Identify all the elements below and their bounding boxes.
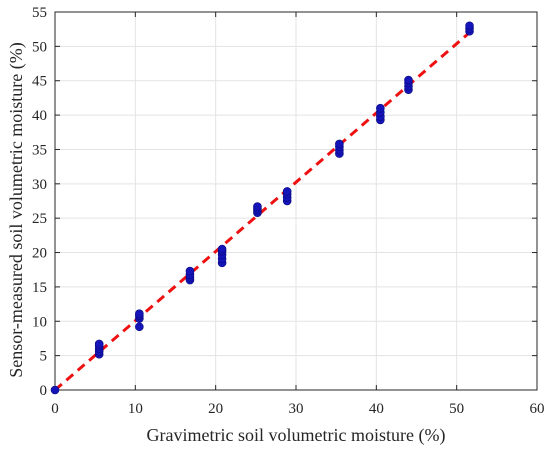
data-point bbox=[404, 75, 413, 85]
data-point bbox=[376, 103, 385, 113]
data-point bbox=[465, 21, 474, 31]
x-axis-label: Gravimetric soil volumetric moisture (%) bbox=[147, 425, 446, 446]
x-tick-label: 60 bbox=[530, 401, 545, 417]
x-tick-label: 20 bbox=[208, 401, 223, 417]
grid-lines bbox=[55, 12, 537, 390]
data-point bbox=[135, 309, 144, 319]
y-tick-label: 30 bbox=[32, 177, 47, 193]
fit-line bbox=[54, 31, 471, 392]
y-tick-label: 25 bbox=[32, 211, 47, 227]
data-point bbox=[253, 202, 262, 211]
x-axis-ticks: 0 10 20 30 40 50 60 bbox=[51, 12, 545, 417]
x-tick-label: 40 bbox=[369, 401, 384, 417]
data-point bbox=[335, 139, 344, 149]
y-tick-label: 55 bbox=[32, 5, 47, 21]
y-tick-label: 15 bbox=[32, 280, 47, 296]
y-tick-label: 5 bbox=[40, 349, 48, 365]
data-point bbox=[50, 385, 60, 395]
data-point bbox=[94, 339, 104, 349]
data-point bbox=[282, 187, 292, 196]
y-axis-ticks: 0 5 10 15 20 25 30 35 40 45 50 55 bbox=[32, 5, 537, 399]
fit-line-layer bbox=[54, 31, 471, 392]
data-point bbox=[185, 266, 195, 276]
y-tick-label: 10 bbox=[32, 314, 47, 330]
y-tick-label: 35 bbox=[32, 142, 47, 158]
data-points bbox=[50, 21, 474, 395]
y-tick-label: 20 bbox=[32, 246, 47, 262]
y-tick-label: 40 bbox=[32, 108, 47, 124]
x-tick-label: 30 bbox=[289, 401, 304, 417]
data-point bbox=[217, 244, 227, 254]
y-tick-label: 50 bbox=[32, 39, 47, 55]
x-tick-label: 50 bbox=[449, 401, 464, 417]
x-tick-label: 0 bbox=[51, 401, 59, 417]
x-tick-label: 10 bbox=[128, 401, 143, 417]
y-tick-label: 45 bbox=[32, 74, 47, 90]
y-tick-label: 0 bbox=[40, 383, 48, 399]
data-point bbox=[135, 322, 144, 332]
y-axis-label: Sensor-measured soil volumetric moisture… bbox=[6, 42, 27, 378]
